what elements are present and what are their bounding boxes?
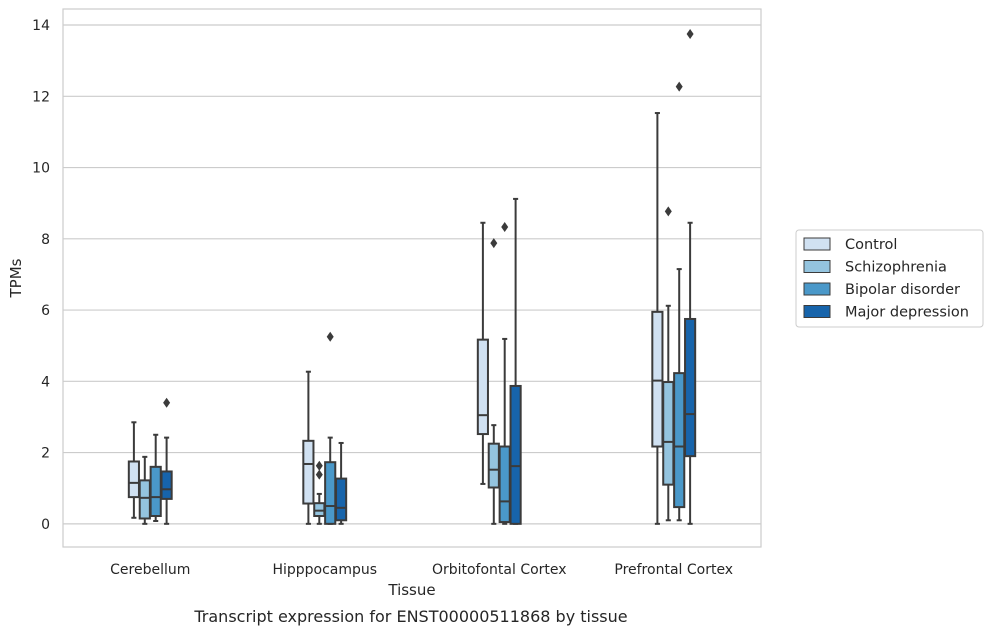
box-iqr bbox=[684, 317, 697, 458]
grid-lines bbox=[63, 24, 761, 525]
box-control bbox=[651, 112, 664, 525]
y-tick-label: 8 bbox=[41, 232, 50, 248]
box-iqr bbox=[662, 381, 675, 486]
box-control bbox=[127, 421, 140, 519]
chart-caption: Transcript expression for ENST0000051186… bbox=[193, 607, 627, 626]
y-tick-label: 2 bbox=[41, 446, 50, 462]
box-major-depression bbox=[684, 28, 697, 525]
outlier-point bbox=[675, 81, 683, 92]
legend-swatch bbox=[803, 282, 831, 296]
y-tick-label: 0 bbox=[41, 517, 50, 533]
outlier-point bbox=[163, 397, 171, 408]
box-schizophrenia bbox=[662, 206, 675, 522]
box-control bbox=[302, 370, 315, 525]
box-iqr bbox=[149, 465, 162, 518]
box-schizophrenia bbox=[138, 455, 151, 525]
legend-label: Major depression bbox=[845, 305, 969, 321]
y-tick-label: 14 bbox=[32, 18, 50, 34]
box-iqr bbox=[335, 477, 348, 522]
legend-label: Control bbox=[845, 237, 897, 253]
y-axis-ticks: 0 2 4 6 8 10 12 14 bbox=[32, 18, 50, 533]
outlier-point bbox=[315, 469, 323, 480]
box-major-depression bbox=[509, 197, 522, 525]
box-iqr bbox=[127, 460, 140, 499]
box-iqr bbox=[673, 372, 686, 509]
legend-swatch bbox=[803, 237, 831, 251]
box-iqr bbox=[302, 439, 315, 505]
box-iqr bbox=[138, 479, 151, 520]
legend: Control Schizophrenia Bipolar disorder Majo… bbox=[795, 229, 984, 328]
legend-label: Bipolar disorder bbox=[845, 282, 960, 298]
legend-swatch bbox=[803, 305, 831, 318]
box-iqr bbox=[324, 461, 337, 525]
box-major-depression bbox=[335, 441, 348, 525]
box-iqr bbox=[487, 442, 500, 489]
outlier-point bbox=[315, 460, 323, 471]
box-iqr bbox=[509, 384, 522, 525]
legend-label: Schizophrenia bbox=[845, 260, 947, 276]
box-iqr bbox=[160, 470, 173, 500]
x-tick-label: Prefrontal Cortex bbox=[614, 562, 733, 578]
box-schizophrenia bbox=[313, 460, 326, 525]
outlier-point bbox=[490, 238, 498, 249]
box-iqr bbox=[498, 445, 511, 524]
x-axis-label: Tissue bbox=[387, 581, 435, 599]
box-bipolar-disorder bbox=[673, 81, 686, 522]
outlier-point bbox=[686, 28, 694, 39]
box-bipolar-disorder bbox=[324, 331, 337, 525]
box-major-depression bbox=[160, 397, 173, 525]
y-tick-label: 4 bbox=[41, 374, 50, 390]
box-plot-series bbox=[127, 28, 697, 525]
x-tick-label: Cerebellum bbox=[110, 562, 190, 578]
legend-frame bbox=[795, 229, 984, 328]
y-axis-label: TPMs bbox=[7, 258, 25, 298]
y-tick-label: 6 bbox=[41, 303, 50, 319]
y-tick-label: 10 bbox=[32, 161, 50, 177]
outlier-point bbox=[326, 331, 334, 342]
box-iqr bbox=[313, 502, 326, 518]
box-control bbox=[476, 221, 489, 485]
x-tick-label: Orbitofontal Cortex bbox=[432, 562, 567, 578]
outlier-point bbox=[664, 206, 672, 217]
x-tick-label: Hipppocampus bbox=[272, 562, 377, 578]
outlier-point bbox=[501, 222, 509, 233]
box-iqr bbox=[651, 310, 664, 448]
box-bipolar-disorder bbox=[498, 222, 511, 525]
box-bipolar-disorder bbox=[149, 433, 162, 522]
y-tick-label: 12 bbox=[32, 89, 50, 105]
plot-area-frame bbox=[62, 8, 762, 548]
x-axis-ticks: Cerebellum Hipppocampus Orbitofontal Corte… bbox=[110, 562, 733, 578]
legend-swatch bbox=[803, 260, 831, 273]
box-iqr bbox=[476, 338, 489, 436]
